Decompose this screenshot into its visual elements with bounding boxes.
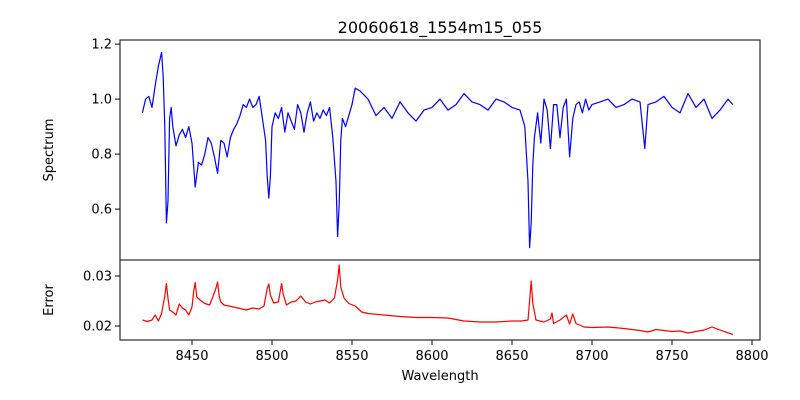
- error-xticks: 8450 8500 8550 8600 8650 8700 8750 8800: [175, 340, 769, 364]
- error-yticks: 0.02 0.03: [83, 270, 120, 335]
- spectrum-ylabel: Spectrum: [42, 119, 57, 182]
- error-ylabel: Error: [42, 284, 57, 316]
- spectrum-series-line: [141, 51, 734, 249]
- spectrum-panel: 20060618_1554m15_055 Spectrum 0.6 0.8 1.0 1…: [42, 18, 761, 261]
- error-ytick-label: 0.03: [83, 270, 112, 285]
- error-xtick-label: 8500: [255, 349, 288, 364]
- chart-title: 20060618_1554m15_055: [338, 18, 543, 38]
- error-panel: Error Wavelength 0.02 0.03 8450 8500 8550 86…: [42, 259, 769, 384]
- error-xlabel: Wavelength: [401, 369, 478, 384]
- error-axes-frame: [119, 259, 761, 341]
- spectrum-ytick-label: 0.8: [91, 148, 112, 163]
- error-xtick-label: 8750: [655, 349, 688, 364]
- error-xtick-label: 8450: [175, 349, 208, 364]
- error-xtick-label: 8650: [495, 349, 528, 364]
- spectrum-ytick-label: 1.0: [91, 93, 112, 108]
- error-xtick-label: 8700: [575, 349, 608, 364]
- error-xtick-label: 8550: [335, 349, 368, 364]
- spectrum-ytick-label: 0.6: [91, 203, 112, 218]
- error-ytick-label: 0.02: [83, 320, 112, 335]
- spectrum-ytick-label: 1.2: [91, 38, 112, 53]
- error-series-line: [142, 264, 733, 336]
- error-xtick-label: 8800: [735, 349, 768, 364]
- error-xtick-label: 8600: [415, 349, 448, 364]
- spectrum-yticks: 0.6 0.8 1.0 1.2: [91, 38, 120, 218]
